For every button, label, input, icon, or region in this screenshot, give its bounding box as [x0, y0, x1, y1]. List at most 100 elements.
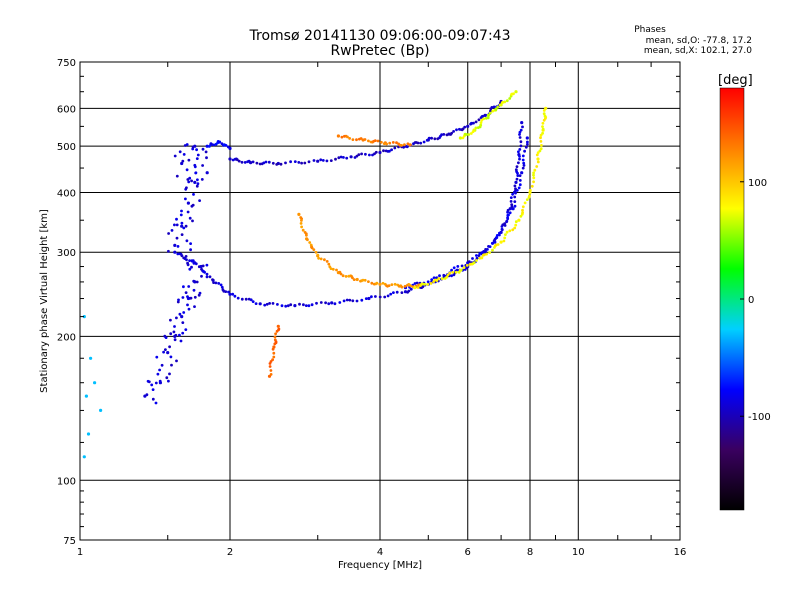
data-point: [174, 333, 178, 337]
colorbar-tick-label: 0: [748, 295, 754, 306]
data-point: [517, 150, 520, 154]
data-point: [542, 109, 546, 112]
data-point: [176, 300, 180, 304]
data-point: [505, 219, 509, 223]
data-point: [151, 388, 155, 391]
data-point: [387, 284, 391, 287]
data-point: [514, 223, 518, 227]
data-point: [268, 302, 271, 305]
data-point: [364, 152, 367, 156]
data-point: [297, 161, 301, 164]
data-point: [521, 211, 524, 215]
data-point: [390, 283, 394, 286]
data-point: [333, 302, 337, 306]
data-point: [327, 302, 331, 306]
data-point: [426, 283, 430, 286]
data-point: [429, 282, 433, 285]
data-point: [184, 255, 188, 258]
data-point: [300, 225, 303, 229]
data-point: [483, 253, 486, 257]
data-point: [462, 266, 466, 269]
data-point: [543, 114, 547, 118]
data-point: [175, 236, 179, 240]
data-point: [228, 147, 232, 151]
data-point: [316, 159, 320, 163]
data-point: [340, 135, 344, 139]
data-point: [490, 241, 494, 245]
data-point: [304, 304, 308, 307]
y-tick-label: 200: [57, 332, 76, 343]
data-point: [395, 290, 399, 294]
data-point: [86, 432, 91, 436]
data-point: [503, 100, 507, 104]
data-point: [167, 379, 170, 383]
data-point: [532, 171, 535, 175]
data-point: [180, 224, 184, 228]
data-point: [188, 216, 192, 220]
data-point: [416, 141, 420, 145]
data-point: [226, 145, 230, 149]
data-point: [530, 184, 534, 188]
data-point: [514, 90, 518, 94]
data-point: [178, 333, 181, 337]
data-point: [180, 254, 184, 258]
data-point: [511, 228, 515, 232]
data-point: [416, 286, 420, 289]
grid-lines: [80, 62, 680, 540]
data-point: [359, 137, 363, 140]
data-point: [492, 105, 496, 109]
data-point: [193, 305, 196, 308]
data-point: [331, 267, 335, 271]
data-point: [271, 161, 275, 165]
data-point: [374, 150, 378, 154]
data-point: [440, 133, 443, 137]
data-point: [496, 243, 500, 246]
data-point: [422, 140, 426, 144]
data-point: [514, 168, 518, 172]
data-point: [466, 124, 470, 128]
data-point: [188, 176, 192, 180]
data-point: [192, 193, 195, 196]
data-point: [485, 252, 488, 256]
data-point: [513, 226, 517, 230]
data-point: [269, 373, 273, 376]
data-point: [520, 171, 524, 175]
data-point: [494, 236, 498, 240]
data-point: [541, 121, 545, 125]
data-point: [506, 216, 509, 220]
data-point: [289, 160, 292, 164]
data-point: [407, 289, 411, 293]
data-point: [284, 161, 287, 165]
data-point: [535, 153, 539, 157]
data-point: [381, 281, 385, 285]
data-point: [536, 157, 540, 161]
data-point: [442, 133, 446, 136]
data-point: [172, 330, 176, 334]
data-point: [348, 298, 352, 302]
data-point: [194, 171, 198, 175]
data-point: [457, 270, 461, 274]
data-point: [509, 196, 513, 200]
data-point: [163, 334, 167, 338]
data-point: [500, 228, 504, 232]
data-point: [490, 106, 494, 109]
data-point: [338, 301, 342, 304]
data-point: [433, 278, 437, 282]
data-point: [271, 347, 275, 351]
data-point: [181, 331, 185, 335]
data-point: [337, 156, 341, 160]
data-point: [403, 143, 406, 147]
data-point: [193, 163, 197, 167]
chart-title: Tromsø 20141130 09:06:00-09:07:43: [249, 28, 511, 44]
data-point: [201, 164, 205, 167]
data-point: [510, 203, 514, 207]
data-point: [486, 116, 490, 120]
data-point: [168, 372, 171, 376]
data-point: [158, 379, 162, 383]
data-point: [205, 156, 208, 160]
data-point: [524, 145, 528, 149]
data-point: [521, 166, 525, 170]
data-point: [352, 278, 356, 281]
data-point: [272, 355, 276, 359]
x-tick-label: 4: [377, 547, 383, 558]
